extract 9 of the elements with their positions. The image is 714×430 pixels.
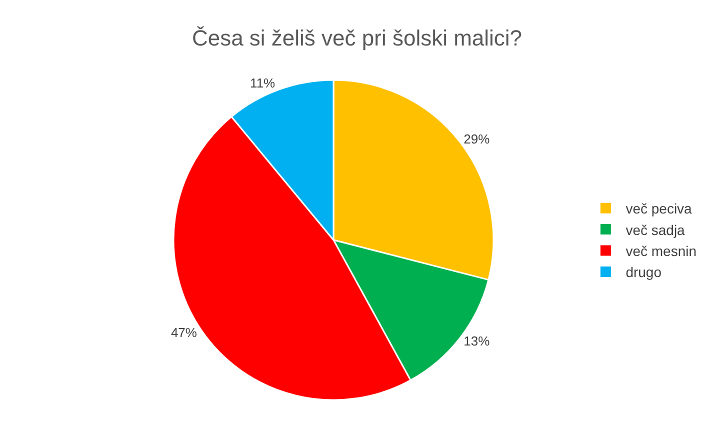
- data-label: 29%: [464, 132, 490, 147]
- data-label: 11%: [250, 75, 276, 90]
- legend-label: več sadja: [626, 222, 686, 238]
- chart-title: Česa si želiš več pri šolski malici?: [192, 26, 522, 50]
- data-label: 13%: [464, 333, 490, 348]
- legend-label: več mesnin: [626, 242, 697, 259]
- data-label: 47%: [170, 324, 198, 340]
- legend-label: več peciva: [626, 200, 692, 217]
- legend-label: drugo: [626, 264, 662, 280]
